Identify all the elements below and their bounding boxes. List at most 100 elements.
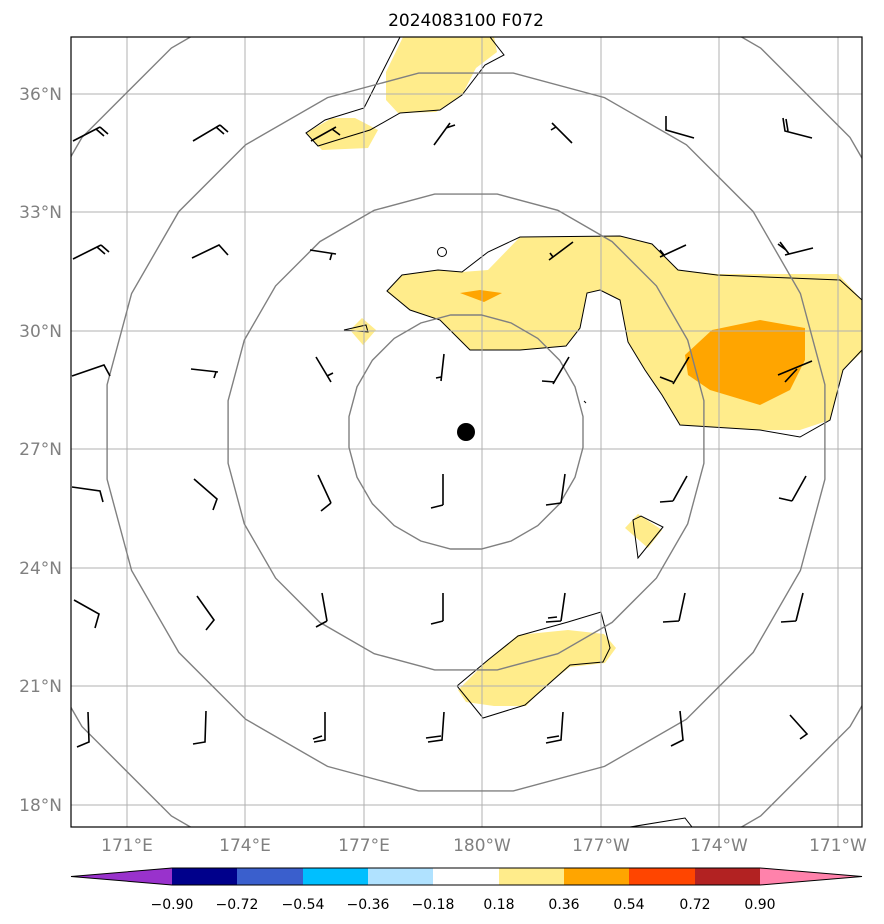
lat-tick-label: 24°N (19, 559, 62, 579)
wind-barb (425, 711, 445, 743)
wind-barb (430, 593, 444, 625)
colorbar-tick-label: −0.54 (282, 897, 325, 913)
lon-tick-label: 177°W (572, 836, 630, 856)
wind-barb (193, 478, 218, 511)
colorbar-tick-label: 0.90 (744, 897, 775, 913)
range-ring-3 (106, 72, 826, 792)
colorbar-segment (760, 868, 862, 885)
wind-barb (191, 244, 229, 259)
wind-barb (778, 475, 807, 502)
shade-orange-small (460, 290, 502, 302)
colorbar-tick-label: 0.54 (613, 897, 644, 913)
contour-central (386, 235, 862, 438)
wind-barb (777, 241, 814, 256)
wind-barb (309, 249, 337, 261)
wind-barb (435, 353, 445, 382)
wind-barb (72, 244, 110, 260)
wind-barb (433, 122, 456, 146)
colorbar-segment (303, 868, 368, 885)
contour-south-east (632, 515, 664, 560)
lon-tick-label: 171°E (101, 836, 153, 856)
wind-barb (541, 356, 570, 385)
wind-barb (190, 368, 219, 379)
colorbar-tick-label: −0.36 (347, 897, 390, 913)
range-ring-1 (348, 314, 584, 550)
wind-barb (315, 356, 334, 383)
lon-tick-label: 180°W (453, 836, 511, 856)
wind-barb (662, 592, 686, 623)
wind-barb (782, 117, 813, 139)
colorbar-segment (433, 868, 499, 885)
colorbar-tick-label: 0.36 (548, 897, 579, 913)
wind-barb (192, 124, 229, 142)
lat-tick-label: 18°N (19, 796, 62, 816)
colorbar-segment (71, 868, 172, 885)
latitude-labels: 36°N 33°N 30°N 27°N 24°N 21°N 18°N (19, 85, 62, 816)
colorbar-segment (499, 868, 564, 885)
wind-barb (76, 711, 90, 748)
wind-barb (659, 356, 690, 385)
wind-barb (777, 360, 813, 383)
colorbar (70, 867, 863, 886)
wind-barb (545, 711, 564, 744)
lon-tick-label: 171°W (809, 836, 867, 856)
contour-dot (583, 400, 587, 404)
contour-tiny-circle (437, 247, 447, 257)
wind-barb (659, 475, 688, 503)
storm-center-marker (457, 423, 475, 441)
plot-frame (70, 36, 863, 828)
contour-south (456, 611, 611, 719)
colorbar-segment (629, 868, 695, 885)
wind-barb (780, 592, 804, 623)
wind-barb (789, 714, 809, 740)
wind-barb (545, 592, 566, 623)
wind-barb (317, 474, 332, 512)
longitude-labels: 171°E 174°E 177°E 180°W 177°W 174°W 171°… (101, 836, 867, 856)
shade-orange-main (685, 320, 805, 405)
range-ring-2 (227, 193, 705, 671)
wind-barb (430, 474, 444, 509)
shade-nw-small (306, 118, 378, 150)
lat-tick-label: 27°N (19, 440, 62, 460)
lon-tick-label: 177°E (338, 836, 390, 856)
shaded-field-orange (460, 290, 805, 405)
shade-south-east-small (625, 514, 662, 548)
lon-tick-label: 174°W (690, 836, 748, 856)
wind-barb (659, 244, 687, 258)
wind-barb (196, 595, 216, 631)
wind-barbs (71, 116, 814, 748)
colorbar-segment (368, 868, 433, 885)
wind-barb (670, 710, 684, 747)
wind-barb (71, 364, 111, 377)
wind-barb (312, 712, 326, 743)
wind-barb (548, 241, 574, 261)
colorbar-segment (172, 868, 237, 885)
contour-outlines (305, 37, 862, 827)
wind-barb (71, 486, 104, 503)
wind-barb (73, 599, 100, 629)
colorbar-segment (695, 868, 760, 885)
colorbar-tick-label: 0.18 (483, 897, 514, 913)
colorbar-segment (564, 868, 629, 885)
shade-south-blob (458, 630, 616, 706)
wind-barb (310, 126, 341, 142)
contour-bottom-edge (629, 817, 693, 827)
shade-north-blob (386, 37, 497, 113)
wind-barb (550, 122, 573, 144)
lat-lon-grid (71, 37, 862, 827)
chart-title: 2024083100 F072 (388, 11, 544, 31)
colorbar-labels: −0.90 −0.72 −0.54 −0.36 −0.18 0.18 0.36 … (151, 897, 776, 913)
colorbar-outline (70, 867, 863, 886)
wind-barb (545, 473, 566, 506)
colorbar-tick-label: −0.18 (412, 897, 455, 913)
colorbar-tick-label: −0.90 (151, 897, 194, 913)
lon-tick-label: 174°E (219, 836, 271, 856)
lat-tick-label: 21°N (19, 677, 62, 697)
wind-barb (72, 126, 109, 142)
contour-north (305, 37, 505, 147)
